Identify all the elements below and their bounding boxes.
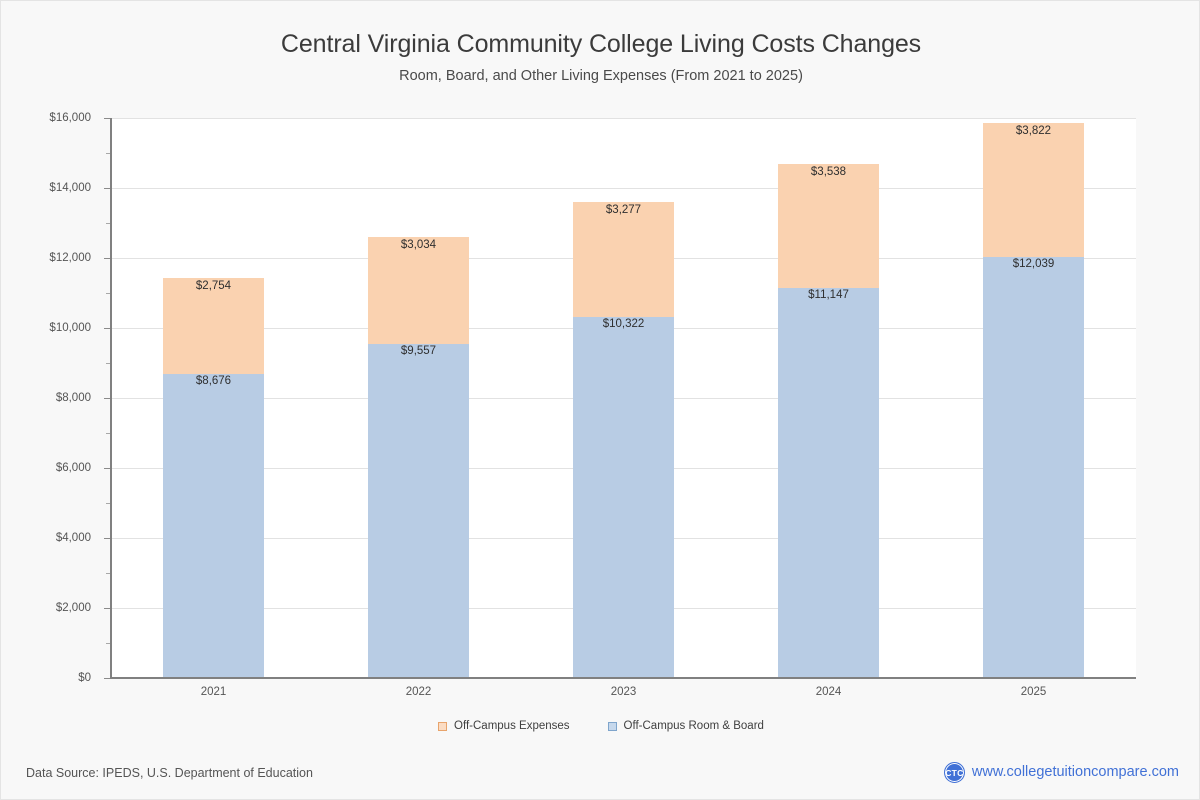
brand-url-link[interactable]: www.collegetuitioncompare.com: [971, 764, 1179, 780]
y-axis-tick-label: $6,000: [55, 462, 91, 474]
y-axis-tick-major: [104, 328, 111, 329]
bar-value-label-room-and-board: $12,039: [1012, 257, 1055, 270]
bar-segment-expenses[interactable]: [573, 202, 674, 317]
y-axis-tick-minor: [106, 503, 111, 504]
y-axis-tick-minor: [106, 153, 111, 154]
y-axis-tick-label: $14,000: [49, 182, 91, 194]
x-axis-tick-label: 2022: [405, 686, 432, 698]
bar-group-2022[interactable]: $9,557 $3,034: [368, 118, 469, 678]
page-title: Central Virginia Community College Livin…: [280, 30, 922, 58]
y-axis-tick-label: $12,000: [49, 252, 91, 264]
bar-group-2024[interactable]: $11,147 $3,538: [778, 118, 879, 678]
y-axis-tick-label: $8,000: [55, 392, 91, 404]
gridline: [111, 188, 1136, 189]
bar-value-label-expenses: $3,034: [400, 239, 437, 252]
chart-subtitle: Room, Board, and Other Living Expenses (…: [399, 68, 803, 84]
legend-item-label: Off-Campus Room & Board: [623, 720, 764, 732]
bar-value-label-expenses: $2,754: [195, 279, 232, 292]
legend-swatch-icon: [607, 722, 617, 731]
bar-segment-room-and-board[interactable]: [778, 287, 879, 678]
y-axis-tick-minor: [106, 363, 111, 364]
y-axis-tick-major: [104, 538, 111, 539]
y-axis-tick-minor: [106, 433, 111, 434]
bar-value-label-room-and-board: $8,676: [195, 375, 232, 388]
y-axis-tick-major: [104, 398, 111, 399]
y-axis-tick-major: [104, 258, 111, 259]
bar-value-label-room-and-board: $10,322: [602, 317, 645, 330]
legend-item-off-campus-expenses[interactable]: Off-Campus Expenses: [438, 720, 570, 733]
bar-value-label-expenses: $3,822: [1015, 124, 1052, 137]
bar-segment-expenses[interactable]: [163, 277, 264, 375]
y-axis-tick-minor: [106, 293, 111, 294]
bar-value-label-room-and-board: $11,147: [808, 288, 849, 301]
x-axis-tick-label: 2023: [610, 686, 637, 698]
y-axis-tick-major: [104, 678, 111, 679]
plot-area: $8,676 $2,754 $9,557 $3,034 $10,322 $3,277 $11…: [104, 118, 1136, 679]
chart-legend: Off-Campus Expenses Off-Campus Room & Bo…: [1, 720, 1200, 733]
x-axis-tick-label: 2025: [1020, 686, 1047, 698]
bar-segment-room-and-board[interactable]: [573, 316, 674, 678]
x-axis-tick-label: 2021: [200, 686, 227, 698]
y-axis-line: [110, 118, 112, 678]
bar-segment-room-and-board[interactable]: [983, 256, 1084, 678]
y-axis-tick-major: [104, 468, 111, 469]
bar-value-label-room-and-board: $9,557: [400, 344, 437, 357]
ctc-logo-icon: CTC: [943, 762, 965, 783]
y-axis-tick-label: $16,000: [49, 112, 91, 124]
chart-header: Central Virginia Community College Livin…: [1, 27, 1200, 86]
bar-segment-expenses[interactable]: [368, 237, 469, 344]
x-axis-line: [110, 677, 1136, 679]
y-axis-tick-minor: [106, 573, 111, 574]
x-axis-tick-label: 2024: [815, 686, 842, 698]
legend-swatch-icon: [438, 722, 448, 731]
y-axis-tick-label: $2,000: [55, 602, 91, 614]
bar-value-label-expenses: $3,277: [605, 204, 642, 217]
legend-item-off-campus-room-and-board[interactable]: Off-Campus Room & Board: [607, 720, 764, 733]
bar-group-2025[interactable]: $12,039 $3,822: [983, 118, 1084, 678]
bar-segment-expenses[interactable]: [778, 164, 879, 288]
y-axis-tick-label: $4,000: [55, 532, 91, 544]
y-axis-tick-minor: [106, 223, 111, 224]
y-axis-tick-major: [104, 188, 111, 189]
y-axis-tick-minor: [106, 643, 111, 644]
bar-segment-room-and-board[interactable]: [368, 343, 469, 678]
y-axis-tick-label: $10,000: [49, 322, 91, 334]
data-source-text: Data Source: IPEDS, U.S. Department of E…: [26, 766, 313, 780]
bar-group-2023[interactable]: $10,322 $3,277: [573, 118, 674, 678]
bar-segment-room-and-board[interactable]: [163, 374, 264, 678]
y-axis-tick-major: [104, 608, 111, 609]
y-axis-tick-label: $0: [78, 672, 91, 684]
bar-segment-expenses[interactable]: [983, 122, 1084, 257]
gridline: [111, 118, 1136, 119]
y-axis-tick-major: [104, 118, 111, 119]
bar-value-label-expenses: $3,538: [810, 166, 847, 179]
brand-watermark[interactable]: CTC www.collegetuitioncompare.com: [943, 762, 1179, 783]
legend-item-label: Off-Campus Expenses: [454, 720, 570, 732]
bar-group-2021[interactable]: $8,676 $2,754: [163, 118, 264, 678]
